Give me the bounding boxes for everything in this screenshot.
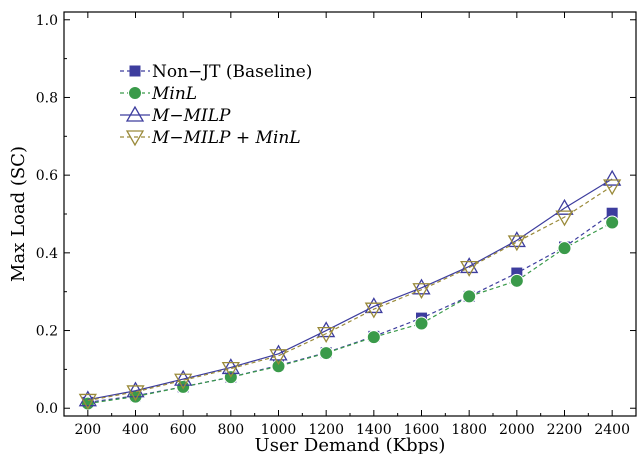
x-tick-label: 1600	[404, 422, 440, 438]
legend-label: M−MILP	[151, 106, 231, 126]
data-point	[412, 283, 431, 300]
data-point	[507, 235, 526, 252]
plot-area	[78, 169, 622, 411]
data-point	[174, 369, 193, 386]
x-tick-label: 2000	[499, 422, 535, 438]
x-tick-label: 800	[217, 422, 244, 438]
y-tick-label: 0.2	[36, 324, 58, 340]
legend-marker	[129, 65, 141, 77]
data-point	[269, 344, 288, 361]
data-point	[364, 302, 383, 319]
legend-label: Non−JT (Baseline)	[152, 62, 312, 82]
data-point	[317, 321, 336, 338]
legend-item: M−MILP + MinL	[120, 128, 301, 148]
series-line	[87, 222, 613, 405]
legend-marker	[125, 105, 145, 122]
data-point	[317, 326, 336, 343]
series-triangle-down	[78, 179, 622, 410]
plot-frame	[63, 11, 637, 417]
x-axis-label: User Demand (Kbps)	[255, 435, 446, 454]
legend-item: Non−JT (Baseline)	[120, 62, 312, 82]
data-point	[462, 289, 477, 304]
x-tick-label: 200	[74, 422, 101, 438]
x-tick-label: 1200	[308, 422, 344, 438]
x-tick-label: 2200	[547, 422, 583, 438]
data-point	[460, 260, 479, 277]
data-point	[557, 241, 572, 256]
x-tick-label: 2400	[594, 422, 630, 438]
y-tick-label: 0.6	[36, 168, 58, 184]
x-tick-label: 1000	[261, 422, 297, 438]
series-square	[82, 207, 618, 408]
legend-marker	[128, 86, 142, 100]
legend-label: M−MILP + MinL	[151, 128, 301, 148]
data-point	[176, 379, 191, 394]
y-tick-label: 1.0	[36, 13, 58, 29]
x-tick-label: 1400	[356, 422, 392, 438]
x-tick-label: 1800	[451, 422, 487, 438]
legend-item: MinL	[120, 84, 197, 104]
data-point	[555, 210, 574, 227]
data-point	[555, 198, 574, 215]
data-point	[460, 257, 479, 274]
data-point	[509, 273, 524, 288]
data-point	[412, 278, 431, 295]
series-line	[87, 178, 613, 401]
data-point	[414, 316, 429, 331]
data-point	[78, 393, 97, 410]
data-point	[78, 390, 97, 407]
data-point	[174, 373, 193, 390]
data-point	[126, 385, 145, 402]
y-axis-label: Max Load (SC)	[8, 146, 29, 282]
data-point	[126, 381, 145, 398]
data-point	[364, 297, 383, 314]
y-tick-label: 0.4	[36, 246, 58, 262]
y-tick-label: 0.0	[36, 401, 58, 417]
data-point	[605, 215, 620, 230]
legend-label: MinL	[151, 84, 197, 104]
x-tick-label: 600	[170, 422, 197, 438]
data-point	[271, 359, 286, 374]
legend-marker	[125, 130, 145, 147]
data-point	[221, 361, 240, 378]
series-line	[87, 185, 613, 402]
data-point	[221, 358, 240, 375]
axis-ticks: 200 400 600 800 1000 1200 1400 1600 1800 2000 2200…	[36, 12, 636, 438]
legend-item: M−MILP	[120, 105, 231, 126]
data-point	[269, 349, 288, 366]
data-point	[603, 179, 622, 196]
data-point	[319, 346, 334, 361]
data-point	[366, 330, 381, 345]
x-tick-label: 400	[122, 422, 149, 438]
series-triangle-up	[78, 169, 622, 407]
y-tick-label: 0.8	[36, 90, 58, 106]
data-point	[603, 169, 622, 186]
series-line	[87, 212, 613, 403]
series-circle	[80, 215, 620, 411]
